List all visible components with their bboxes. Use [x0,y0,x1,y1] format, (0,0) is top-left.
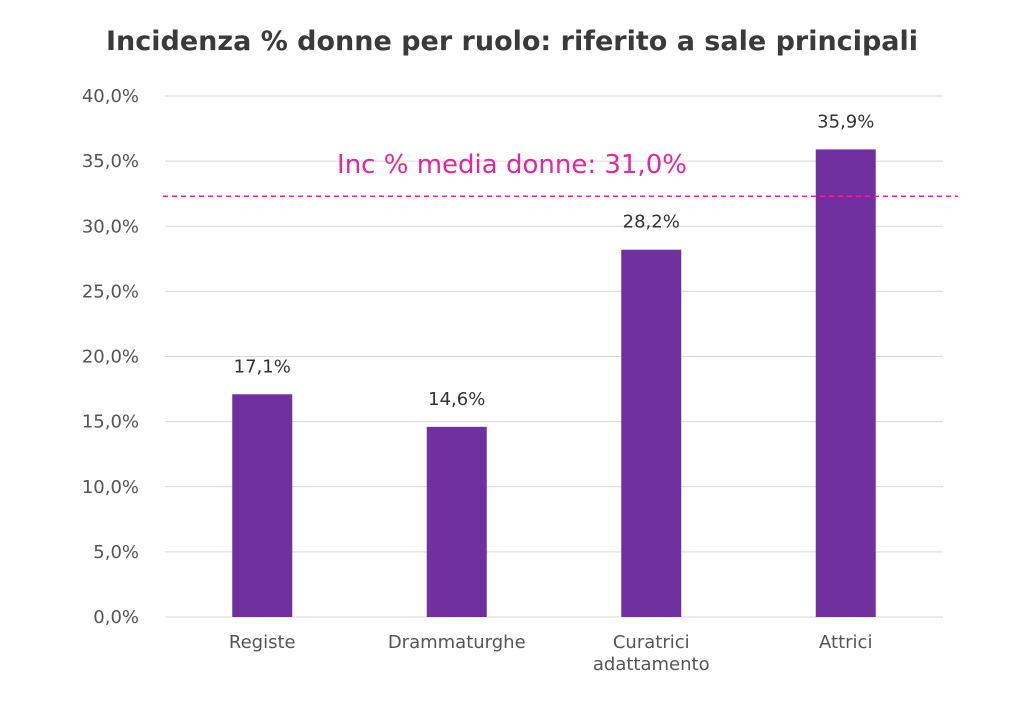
bar [815,149,876,617]
y-tick-label: 25,0% [82,281,139,302]
category-label-line: adattamento [593,654,710,675]
category-label-line: Curatrici [613,632,690,653]
bars [232,149,876,617]
y-tick-label: 30,0% [82,216,139,237]
data-labels: 17,1% 14,6% 28,2% 35,9% [234,111,875,409]
category-label-line: Registe [229,632,296,653]
data-label: 17,1% [234,356,291,377]
y-tick-label: 10,0% [82,477,139,498]
y-tick-label: 35,0% [82,151,139,172]
x-axis-category-labels: Registe Drammaturghe Curatrici adattamento A… [229,632,873,675]
reference-line-group: Inc % media donne: 31,0% [163,150,958,198]
gridlines [165,95,943,618]
chart-title: Incidenza % donne per ruolo: riferito a … [106,26,918,57]
bar [232,394,293,617]
y-tick-label: 0,0% [93,607,139,628]
category-label: Registe [229,632,296,653]
category-label: Attrici [819,632,872,653]
category-label-line: Drammaturghe [388,632,526,653]
category-label: Curatrici adattamento [593,632,710,675]
data-label: 28,2% [623,212,680,233]
data-label: 14,6% [428,389,485,410]
bar [426,426,487,617]
y-tick-label: 40,0% [82,86,139,107]
y-tick-label: 20,0% [82,347,139,368]
category-label: Drammaturghe [388,632,526,653]
y-axis-tick-labels: 0,0% 5,0% 10,0% 15,0% 20,0% 25,0% 30,0% 35,0% 40… [82,86,139,628]
y-tick-label: 15,0% [82,412,139,433]
reference-line-label: Inc % media donne: 31,0% [337,150,687,180]
category-label-line: Attrici [819,632,872,653]
y-tick-label: 5,0% [93,542,139,563]
data-label: 35,9% [817,111,874,132]
bar [621,249,682,617]
